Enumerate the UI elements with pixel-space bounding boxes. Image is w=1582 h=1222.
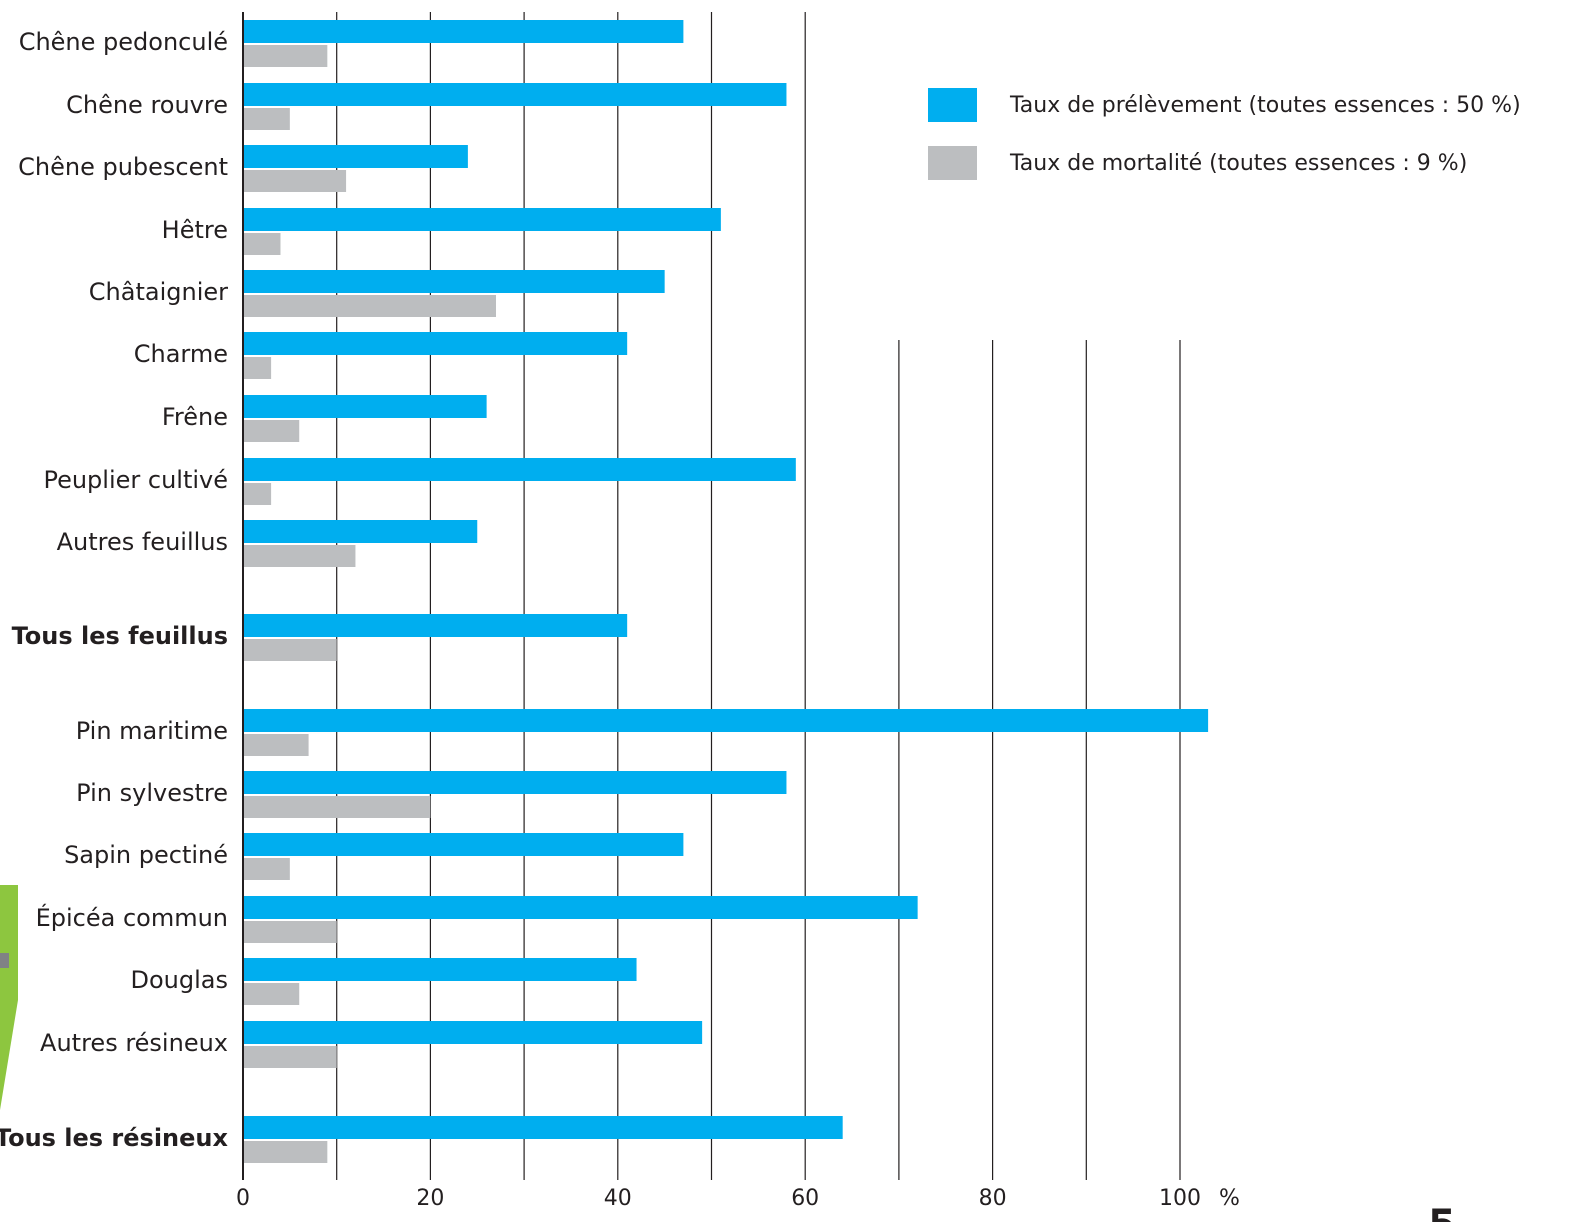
bar-prelevement-chene-pubescent (243, 145, 468, 168)
bar-prelevement-pin-maritime (243, 709, 1209, 732)
bars (243, 20, 1209, 1163)
category-label-tous-les-resineux: Tous les résineux (0, 1124, 229, 1152)
bar-prelevement-pin-sylvestre (243, 771, 787, 794)
x-tick-labels: 0 20 40 60 80 100 (236, 1186, 1201, 1211)
bar-mortalite-douglas (243, 983, 300, 1005)
bar-prelevement-sapin-pectine (243, 833, 684, 856)
bar-mortalite-autres-feuillus (243, 545, 356, 567)
bar-prelevement-autres-resineux (243, 1021, 703, 1044)
bar-mortalite-chene-pedoncule (243, 45, 328, 67)
category-label-frene: Frêne (162, 403, 228, 431)
category-label-douglas: Douglas (131, 966, 229, 994)
x-tick-100: 100 (1159, 1186, 1201, 1211)
category-label-pin-sylvestre: Pin sylvestre (76, 779, 228, 807)
bar-mortalite-hetre (243, 233, 281, 255)
x-unit-label: % (1219, 1186, 1240, 1211)
category-label-chene-pedoncule: Chêne pedonculé (19, 28, 228, 56)
x-tick-20: 20 (416, 1186, 444, 1211)
bar-mortalite-autres-resineux (243, 1046, 337, 1068)
bar-mortalite-chene-rouvre (243, 108, 290, 130)
bar-prelevement-peuplier-cultive (243, 458, 796, 481)
category-label-charme: Charme (134, 340, 228, 368)
category-label-autres-feuillus: Autres feuillus (57, 528, 228, 556)
bar-mortalite-pin-sylvestre (243, 796, 431, 818)
page-number: 5 (1428, 1202, 1456, 1222)
bar-prelevement-douglas (243, 958, 637, 981)
category-label-hetre: Hêtre (162, 216, 228, 244)
category-label-chene-rouvre: Chêne rouvre (66, 91, 228, 119)
bar-prelevement-tous-les-resineux (243, 1116, 843, 1139)
legend-swatch-mortalite (928, 146, 977, 180)
bar-prelevement-tous-les-feuillus (243, 614, 628, 637)
category-label-chataignier: Châtaignier (89, 278, 228, 306)
bar-mortalite-frene (243, 420, 300, 442)
bar-mortalite-epicea-commun (243, 921, 337, 943)
bar-prelevement-charme (243, 332, 628, 355)
bar-mortalite-charme (243, 357, 272, 379)
x-tick-40: 40 (604, 1186, 632, 1211)
legend: Taux de prélèvement (toutes essences : 5… (928, 88, 1521, 180)
grid-lines (336, 12, 1181, 1180)
bar-prelevement-epicea-commun (243, 896, 918, 919)
category-label-peuplier-cultive: Peuplier cultivé (43, 466, 228, 494)
category-label-autres-resineux: Autres résineux (40, 1029, 228, 1057)
bar-mortalite-tous-les-resineux (243, 1141, 328, 1163)
category-label-epicea-commun: Épicéa commun (36, 903, 228, 932)
bar-mortalite-pin-maritime (243, 734, 309, 756)
x-tick-80: 80 (979, 1186, 1007, 1211)
bar-mortalite-peuplier-cultive (243, 483, 272, 505)
category-label-tous-les-feuillus: Tous les feuillus (12, 622, 228, 650)
bar-prelevement-chataignier (243, 270, 665, 293)
legend-swatch-prelevement (928, 88, 977, 122)
category-label-pin-maritime: Pin maritime (76, 717, 228, 745)
legend-label-prelevement: Taux de prélèvement (toutes essences : 5… (1009, 93, 1521, 118)
bar-prelevement-autres-feuillus (243, 520, 478, 543)
bar-mortalite-chataignier (243, 295, 496, 317)
category-labels: Chêne pedonculé Chêne rouvre Chêne pubesce… (0, 28, 229, 1152)
bar-mortalite-tous-les-feuillus (243, 639, 337, 661)
decorative-green-shape (0, 885, 18, 1110)
legend-label-mortalite: Taux de mortalité (toutes essences : 9 %… (1009, 151, 1467, 176)
bar-mortalite-chene-pubescent (243, 170, 347, 192)
x-tick-60: 60 (791, 1186, 819, 1211)
bar-prelevement-frene (243, 395, 487, 418)
bar-prelevement-hetre (243, 208, 721, 231)
bar-prelevement-chene-rouvre (243, 83, 787, 106)
bar-mortalite-sapin-pectine (243, 858, 290, 880)
x-tick-0: 0 (236, 1186, 250, 1211)
category-label-chene-pubescent: Chêne pubescent (18, 153, 228, 181)
category-label-sapin-pectine: Sapin pectiné (64, 841, 228, 869)
bar-prelevement-chene-pedoncule (243, 20, 684, 43)
